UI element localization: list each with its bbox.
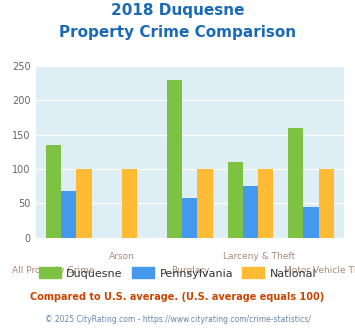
Bar	[182, 198, 197, 238]
Bar	[288, 128, 304, 238]
Bar	[46, 145, 61, 238]
Bar	[167, 80, 182, 238]
Text: All Property Crime: All Property Crime	[12, 266, 94, 275]
Text: 2018 Duquesne: 2018 Duquesne	[111, 3, 244, 18]
Text: Arson: Arson	[109, 252, 135, 261]
Bar	[61, 191, 76, 238]
Bar	[319, 169, 334, 238]
Bar	[304, 207, 319, 238]
Legend: Duquesne, Pennsylvania, National: Duquesne, Pennsylvania, National	[34, 263, 321, 283]
Bar	[243, 186, 258, 238]
Text: © 2025 CityRating.com - https://www.cityrating.com/crime-statistics/: © 2025 CityRating.com - https://www.city…	[45, 315, 310, 324]
Text: Burglary: Burglary	[171, 266, 210, 275]
Bar	[122, 169, 137, 238]
Text: Motor Vehicle Theft: Motor Vehicle Theft	[284, 266, 355, 275]
Bar	[197, 169, 213, 238]
Text: Larceny & Theft: Larceny & Theft	[223, 252, 295, 261]
Bar	[76, 169, 92, 238]
Text: Compared to U.S. average. (U.S. average equals 100): Compared to U.S. average. (U.S. average …	[31, 292, 324, 302]
Text: Property Crime Comparison: Property Crime Comparison	[59, 25, 296, 40]
Bar	[228, 162, 243, 238]
Bar	[258, 169, 273, 238]
